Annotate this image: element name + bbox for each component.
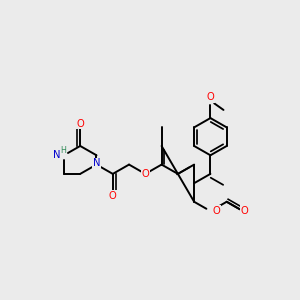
Text: O: O [206, 92, 214, 102]
Text: O: O [109, 191, 117, 201]
Text: N: N [53, 150, 61, 160]
Text: N: N [93, 158, 100, 168]
Text: O: O [213, 206, 221, 216]
Text: O: O [76, 118, 84, 129]
Text: H: H [60, 146, 66, 155]
Text: O: O [241, 206, 248, 216]
Text: O: O [141, 169, 149, 179]
